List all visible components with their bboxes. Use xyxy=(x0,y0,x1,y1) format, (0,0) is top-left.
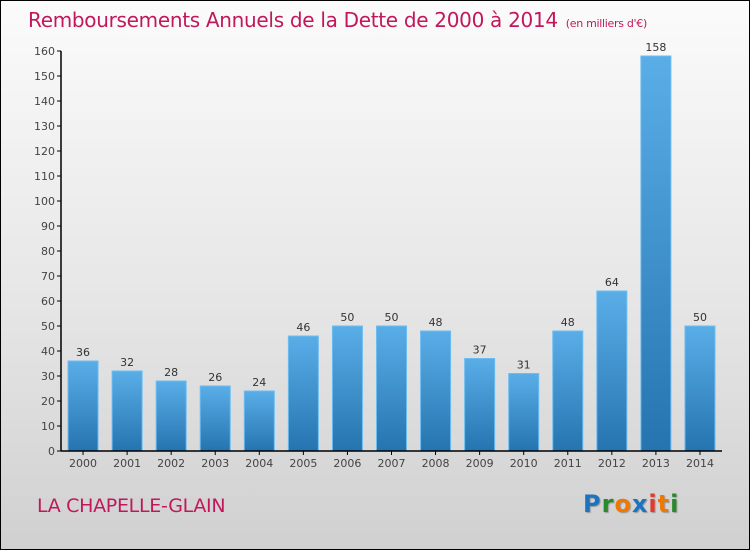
x-tick-label: 2008 xyxy=(422,457,450,470)
bar-2004[interactable] xyxy=(243,390,275,452)
y-tick-label: 20 xyxy=(41,395,55,408)
bar-2006[interactable] xyxy=(331,325,363,452)
y-tick-label: 120 xyxy=(34,145,55,158)
data-label: 50 xyxy=(340,311,354,324)
x-tick-label: 2004 xyxy=(245,457,273,470)
x-tick-label: 2011 xyxy=(554,457,582,470)
logo-letter: r xyxy=(601,490,615,518)
logo-letter: P xyxy=(583,490,602,518)
x-tick-label: 2009 xyxy=(466,457,494,470)
logo-letter: i xyxy=(648,490,658,518)
data-label: 48 xyxy=(429,316,443,329)
commune-name: LA CHAPELLE-GLAIN xyxy=(37,495,226,517)
bar-2007[interactable] xyxy=(376,325,407,452)
data-label: 46 xyxy=(296,321,310,334)
bar-2008[interactable] xyxy=(420,330,452,452)
bar-2014[interactable] xyxy=(684,325,716,452)
data-label: 26 xyxy=(208,371,222,384)
data-label: 32 xyxy=(120,356,134,369)
data-label: 50 xyxy=(385,311,399,324)
x-tick-label: 2012 xyxy=(598,457,626,470)
y-tick-label: 90 xyxy=(41,220,55,233)
proxiti-logo[interactable]: Proxiti xyxy=(583,490,679,518)
x-tick-label: 2010 xyxy=(510,457,538,470)
data-label: 50 xyxy=(693,311,707,324)
bar-2013[interactable] xyxy=(640,55,672,452)
bar-2000[interactable] xyxy=(67,360,99,452)
y-tick-label: 0 xyxy=(48,445,55,458)
x-tick-label: 2005 xyxy=(289,457,317,470)
x-tick-label: 2002 xyxy=(157,457,185,470)
y-tick-label: 130 xyxy=(34,120,55,133)
x-tick-label: 2006 xyxy=(333,457,361,470)
bar-2012[interactable] xyxy=(596,290,628,452)
data-label: 64 xyxy=(605,276,619,289)
y-tick-label: 110 xyxy=(34,170,55,183)
title-text: Remboursements Annuels de la Dette de 20… xyxy=(28,8,558,32)
y-tick-label: 150 xyxy=(34,70,55,83)
y-tick-label: 140 xyxy=(34,95,55,108)
y-tick-label: 100 xyxy=(34,195,55,208)
chart-title: Remboursements Annuels de la Dette de 20… xyxy=(28,8,647,32)
logo-letter: x xyxy=(631,490,649,518)
y-tick-label: 70 xyxy=(41,270,55,283)
data-label: 48 xyxy=(561,316,575,329)
data-label: 31 xyxy=(517,359,531,372)
y-tick-label: 80 xyxy=(41,245,55,258)
data-label: 28 xyxy=(164,366,178,379)
y-axis: 0 10 20 30 40 50 60 70 80 90 100 110 120 130 140 150 160 xyxy=(34,45,62,458)
logo-letter: i xyxy=(670,490,680,518)
x-tick-label: 2001 xyxy=(113,457,141,470)
data-label: 36 xyxy=(76,346,90,359)
bars: 36 32 28 26 24 46 50 50 48 37 31 48 64 158 50 xyxy=(67,41,716,452)
bar-2002[interactable] xyxy=(155,380,187,452)
data-label: 37 xyxy=(473,344,487,357)
y-tick-label: 40 xyxy=(41,345,55,358)
x-tick-label: 2000 xyxy=(69,457,97,470)
x-tick-label: 2003 xyxy=(201,457,229,470)
bar-2005[interactable] xyxy=(287,335,319,452)
x-tick-label: 2013 xyxy=(642,457,670,470)
logo-letter: o xyxy=(614,490,632,518)
bar-2009[interactable] xyxy=(464,358,496,452)
x-axis: 2000 2001 2002 2003 2004 2005 2006 2007 2008 2009… xyxy=(61,450,722,470)
bar-2003[interactable] xyxy=(199,385,231,452)
bar-2001[interactable] xyxy=(111,370,143,452)
y-tick-label: 30 xyxy=(41,370,55,383)
x-tick-label: 2007 xyxy=(378,457,406,470)
data-label: 24 xyxy=(252,376,266,389)
logo-letter: t xyxy=(657,490,671,518)
data-label: 158 xyxy=(645,41,666,54)
x-tick-label: 2014 xyxy=(686,457,714,470)
bar-2011[interactable] xyxy=(552,330,584,452)
y-tick-label: 160 xyxy=(34,45,55,58)
y-tick-label: 60 xyxy=(41,295,55,308)
title-unit: (en milliers d'€) xyxy=(565,17,647,30)
y-tick-label: 10 xyxy=(41,420,55,433)
y-tick-label: 50 xyxy=(41,320,55,333)
bar-2010[interactable] xyxy=(508,373,540,452)
